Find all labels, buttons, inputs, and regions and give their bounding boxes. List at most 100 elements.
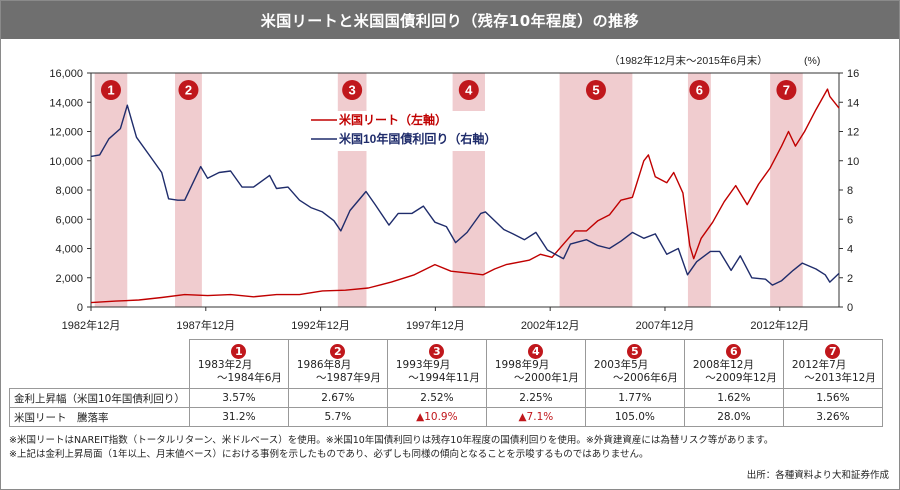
left-tick-label: 16,000 bbox=[49, 68, 83, 80]
right-tick-label: 16 bbox=[847, 68, 859, 80]
period-end: ～2009年12月 bbox=[705, 371, 777, 384]
period-badge: 7 bbox=[825, 343, 841, 359]
left-tick-label: 4,000 bbox=[55, 244, 83, 256]
legend-label-reit: 米国リート（左軸） bbox=[339, 112, 447, 127]
table-cell: 1.77% bbox=[584, 388, 685, 408]
chart-title: 米国リートと米国国債利回り（残存10年程度）の推移 bbox=[1, 1, 899, 39]
x-tick-label: 1987年12月 bbox=[176, 318, 235, 332]
highlight-band-6 bbox=[687, 73, 711, 307]
left-tick-label: 0 bbox=[77, 302, 83, 314]
left-tick-label: 6,000 bbox=[55, 214, 83, 226]
table-cell: 3.26% bbox=[782, 407, 883, 427]
band-badge-6 bbox=[689, 80, 710, 100]
line-chart: 0 2,000 4,000 6,000 8,000 10,000 12,000 14,000 1… bbox=[49, 54, 859, 332]
right-tick-label: 0 bbox=[847, 302, 853, 314]
period-header-1: 1 1983年2月 ～1984年6月 bbox=[188, 339, 289, 389]
left-tick-label: 8,000 bbox=[55, 185, 83, 197]
table-row-reit-change: 米国リート 騰落率 31.2% 5.7% ▲10.9% ▲7.1% 105.0% 28.0… bbox=[9, 407, 883, 427]
period-header-5: 5 2003年5月 ～2006年6月 bbox=[584, 339, 685, 389]
right-tick-label: 6 bbox=[847, 214, 853, 226]
band-badge-label: 5 bbox=[592, 83, 599, 98]
series-line-bond bbox=[90, 104, 840, 286]
band-badge-1 bbox=[100, 80, 121, 100]
period-end: ～1987年9月 bbox=[315, 371, 381, 384]
table-cell: 1.62% bbox=[683, 388, 784, 408]
right-tick-label: 8 bbox=[847, 185, 853, 197]
highlight-band-5 bbox=[559, 73, 633, 307]
period-start: 2012年7月 bbox=[791, 358, 847, 371]
table-row-rate-rise: 金利上昇幅（米国10年国債利回り） 3.57% 2.67% 2.52% 2.25% 1.… bbox=[9, 388, 883, 408]
period-start: 1986年8月 bbox=[296, 358, 352, 371]
period-header-4: 4 1998年9月 ～2000年1月 bbox=[485, 339, 586, 389]
band-badge-label: 7 bbox=[783, 83, 790, 98]
band-badge-4 bbox=[458, 80, 479, 100]
row-label: 金利上昇幅（米国10年国債利回り） bbox=[9, 388, 190, 408]
band-badge-label: 3 bbox=[349, 83, 356, 98]
x-tick-label: 1982年12月 bbox=[62, 318, 121, 332]
series-line-reit bbox=[90, 88, 840, 304]
period-start: 2008年12月 bbox=[692, 358, 754, 371]
period-end: ～2006年6月 bbox=[612, 371, 678, 384]
right-tick-label: 12 bbox=[847, 127, 859, 139]
right-tick-label: 14 bbox=[847, 97, 859, 109]
period-start: 1993年9月 bbox=[395, 358, 451, 371]
period-badge: 1 bbox=[231, 343, 247, 359]
right-tick-label: 2 bbox=[847, 273, 853, 285]
band-badge-label: 2 bbox=[185, 83, 192, 98]
table-cell: 28.0% bbox=[683, 407, 784, 427]
right-axis-unit: (%) bbox=[804, 55, 820, 67]
x-tick-label: 1997年12月 bbox=[406, 318, 465, 332]
footnotes: ※米国リートはNAREIT指数（トータルリターン、米ドルベース）を使用。※米国1… bbox=[9, 434, 773, 462]
period-start: 2003年5月 bbox=[593, 358, 649, 371]
period-start: 1998年9月 bbox=[494, 358, 550, 371]
period-end: ～2013年12月 bbox=[804, 371, 876, 384]
stats-table: 1 1983年2月 ～1984年6月 2 1986年8月 ～1987年9月 3 1993年9月… bbox=[9, 339, 883, 427]
highlight-band-7 bbox=[770, 73, 803, 307]
table-cell: ▲7.1% bbox=[485, 407, 586, 427]
left-tick-label: 2,000 bbox=[55, 273, 83, 285]
band-badge-label: 4 bbox=[465, 83, 473, 98]
left-tick-label: 12,000 bbox=[49, 127, 83, 139]
table-cell: ▲10.9% bbox=[386, 407, 487, 427]
period-badge: 2 bbox=[330, 343, 346, 359]
period-header-6: 6 2008年12月 ～2009年12月 bbox=[683, 339, 784, 389]
legend-box bbox=[303, 111, 503, 151]
period-badge: 5 bbox=[627, 343, 643, 359]
left-tick-label: 10,000 bbox=[49, 156, 83, 168]
period-header-2: 2 1986年8月 ～1987年9月 bbox=[287, 339, 388, 389]
table-cell: 5.7% bbox=[287, 407, 388, 427]
table-cell: 31.2% bbox=[188, 407, 289, 427]
left-tick-label: 14,000 bbox=[49, 97, 83, 109]
band-badge-label: 1 bbox=[107, 83, 114, 98]
highlight-band-3 bbox=[337, 73, 367, 307]
period-badge: 4 bbox=[528, 343, 544, 359]
x-tick-label: 1992年12月 bbox=[291, 318, 350, 332]
table-cell: 2.67% bbox=[287, 388, 388, 408]
period-header-7: 7 2012年7月 ～2013年12月 bbox=[782, 339, 883, 389]
table-cell: 1.56% bbox=[782, 388, 883, 408]
band-badge-2 bbox=[178, 80, 199, 100]
x-tick-label: 2007年12月 bbox=[636, 318, 695, 332]
table-cell: 2.25% bbox=[485, 388, 586, 408]
table-cell: 2.52% bbox=[386, 388, 487, 408]
legend-label-bond: 米国10年国債利回り（右軸） bbox=[339, 131, 496, 146]
table-corner bbox=[9, 339, 190, 389]
right-tick-label: 10 bbox=[847, 156, 859, 168]
band-badge-5 bbox=[585, 80, 606, 100]
band-badge-7 bbox=[776, 80, 797, 100]
x-tick-label: 2002年12月 bbox=[521, 318, 580, 332]
highlight-band-1 bbox=[94, 73, 128, 307]
row-label: 米国リート 騰落率 bbox=[9, 407, 190, 427]
period-end: ～1984年6月 bbox=[216, 371, 282, 384]
x-tick-label: 2012年12月 bbox=[750, 318, 809, 332]
band-badge-label: 6 bbox=[696, 83, 703, 98]
right-tick-label: 4 bbox=[847, 244, 853, 256]
table-cell: 105.0% bbox=[584, 407, 685, 427]
period-start: 1983年2月 bbox=[197, 358, 253, 371]
footnote-1: ※米国リートはNAREIT指数（トータルリターン、米ドルベース）を使用。※米国1… bbox=[9, 435, 774, 446]
source-note: 出所：各種資料より大和証券作成 bbox=[746, 470, 889, 481]
period-end: ～2000年1月 bbox=[513, 371, 579, 384]
period-badge: 3 bbox=[429, 343, 445, 359]
period-badge: 6 bbox=[726, 343, 742, 359]
